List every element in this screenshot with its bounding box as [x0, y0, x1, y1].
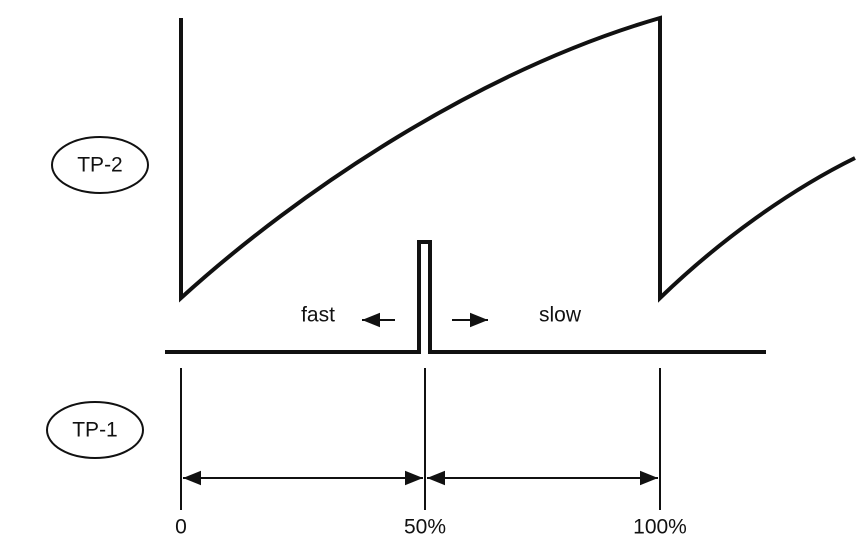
pulse-wave [165, 240, 766, 354]
scale-label: 0 [175, 516, 187, 539]
signal-label: TP-2 [77, 154, 123, 177]
label-ellipse [51, 136, 149, 194]
scale-label: 50% [404, 516, 446, 539]
scale-label: 100% [633, 516, 687, 539]
sawtooth-wave [179, 15, 856, 303]
annotation: fast [301, 304, 335, 327]
label-ellipse [46, 401, 144, 459]
annotation: slow [539, 304, 582, 327]
signal-label: TP-1 [72, 419, 118, 442]
